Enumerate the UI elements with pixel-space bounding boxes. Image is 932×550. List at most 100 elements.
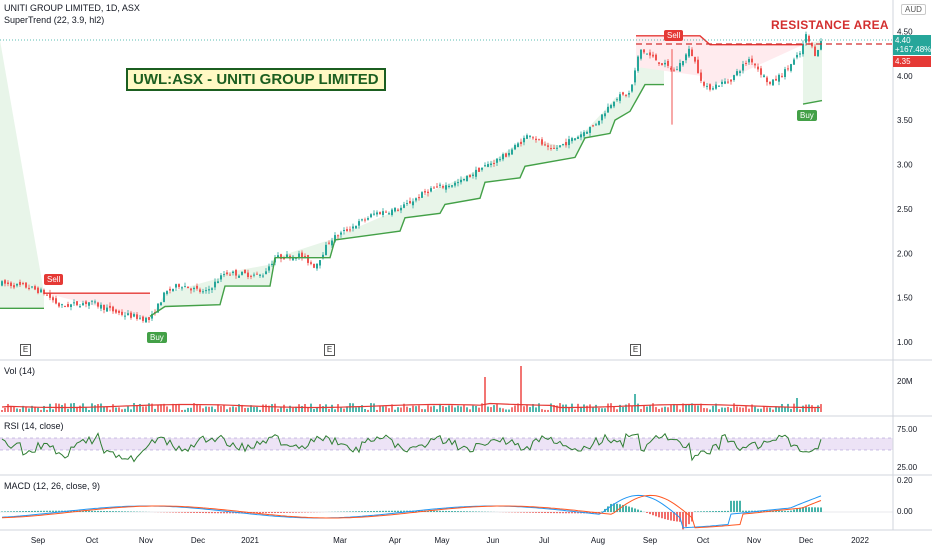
currency-badge[interactable]: AUD: [901, 4, 926, 15]
volume-bar: [691, 403, 693, 412]
volume-bar: [313, 409, 315, 412]
volume-bar: [19, 409, 21, 412]
macd-histogram-bar: [778, 510, 780, 512]
candle-body: [526, 135, 528, 139]
volume-bar: [148, 403, 150, 412]
macd-histogram-bar: [721, 510, 723, 512]
candle-body: [631, 84, 633, 92]
macd-histogram-bar: [640, 510, 642, 512]
volume-bar: [256, 406, 258, 412]
volume-bar: [211, 406, 213, 412]
candle-body: [481, 167, 483, 170]
macd-histogram-bar: [526, 512, 528, 513]
volume-bar: [67, 408, 69, 412]
volume-bar: [430, 406, 432, 412]
volume-bar: [610, 403, 612, 412]
candle-body: [625, 94, 627, 96]
macd-histogram-bar: [670, 512, 672, 521]
macd-histogram-bar: [781, 510, 783, 512]
candle-body: [748, 59, 750, 63]
volume-bar: [694, 405, 696, 412]
candle-body: [559, 145, 561, 147]
volume-bar: [424, 409, 426, 412]
macd-histogram-bar: [442, 510, 444, 512]
candle-body: [490, 163, 492, 165]
macd-histogram-bar: [787, 510, 789, 512]
macd-histogram-bar: [349, 511, 351, 512]
candle-body: [334, 235, 336, 242]
volume-bar: [781, 403, 783, 412]
supertrend-up-fill: [0, 40, 44, 309]
macd-histogram-bar: [181, 512, 183, 513]
volume-bar: [622, 407, 624, 412]
macd-histogram-bar: [568, 512, 570, 514]
candle-body: [88, 302, 90, 306]
candle-body: [418, 196, 420, 199]
candle-body: [763, 75, 765, 77]
earnings-badge-2[interactable]: E: [324, 344, 335, 356]
macd-histogram-bar: [388, 510, 390, 512]
candle-body: [556, 147, 558, 149]
volume-bar: [97, 404, 99, 412]
candle-body: [316, 263, 318, 269]
candle-body: [244, 269, 246, 274]
volume-bar: [631, 406, 633, 412]
candle-body: [250, 275, 252, 277]
volume-bar: [772, 409, 774, 412]
macd-histogram-bar: [805, 507, 807, 512]
candle-body: [646, 53, 648, 55]
candle-body: [127, 313, 129, 316]
rsi-band: [0, 438, 893, 450]
candle-body: [691, 49, 693, 57]
macd-histogram-bar: [745, 510, 747, 512]
candle-body: [814, 46, 816, 57]
candle-body: [715, 84, 717, 89]
volume-bar: [799, 409, 801, 412]
candle-body: [544, 144, 546, 146]
volume-bar: [334, 409, 336, 412]
volume-bar: [382, 406, 384, 412]
candle-body: [376, 212, 378, 215]
volume-bar: [634, 394, 636, 412]
volume-bar: [802, 405, 804, 412]
x-tick-label: Sep: [643, 536, 658, 545]
candle-body: [130, 312, 132, 318]
macd-histogram-bar: [31, 510, 33, 512]
macd-histogram-bar: [712, 511, 714, 512]
x-tick-label: Oct: [86, 536, 99, 545]
volume-bar: [247, 407, 249, 412]
candle-body: [640, 49, 642, 59]
candle-body: [403, 204, 405, 208]
candle-body: [415, 198, 417, 201]
volume-bar: [52, 409, 54, 412]
volume-bar: [670, 405, 672, 412]
macd-histogram-bar: [112, 511, 114, 512]
macd-histogram-bar: [679, 512, 681, 522]
volume-ma-line: [1, 402, 820, 409]
supertrend-down-fill: [636, 35, 803, 88]
macd-histogram-bar: [184, 512, 186, 513]
volume-bar: [322, 406, 324, 412]
candle-body: [214, 281, 216, 288]
candle-body: [427, 191, 429, 194]
volume-bar: [658, 408, 660, 412]
volume-bar: [394, 409, 396, 412]
earnings-badge-1[interactable]: E: [20, 344, 31, 356]
volume-bar: [337, 404, 339, 412]
volume-bar: [457, 405, 459, 412]
volume-bar: [391, 404, 393, 412]
earnings-badge-3[interactable]: E: [630, 344, 641, 356]
volume-bar: [448, 405, 450, 412]
candle-body: [448, 185, 450, 188]
candle-body: [565, 142, 567, 146]
volume-bar: [751, 404, 753, 412]
macd-histogram-bar: [775, 510, 777, 512]
change-percent: +167.48%: [895, 45, 932, 54]
candle-body: [472, 174, 474, 176]
volume-bar: [526, 405, 528, 412]
candle-body: [139, 317, 141, 319]
candle-body: [766, 77, 768, 83]
volume-bar: [538, 403, 540, 412]
volume-bar: [244, 408, 246, 412]
